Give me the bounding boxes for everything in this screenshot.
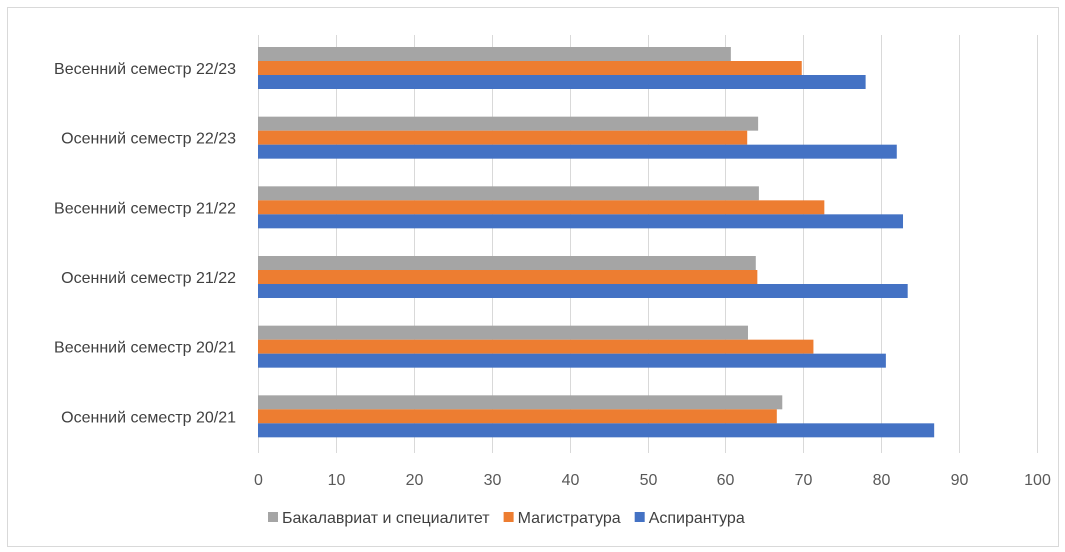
category-label: Осенний семестр 20/21 [61,409,236,426]
legend-label: Бакалавриат и специалитет [282,510,490,527]
x-tick-label: 0 [254,472,263,489]
category-label: Весенний семестр 21/22 [54,200,236,217]
bar [258,214,904,229]
x-tick-labels: 0 10 20 30 40 50 60 70 80 90 100 [254,472,1051,489]
category-label: Осенний семестр 21/22 [61,270,236,287]
x-tick-label: 20 [406,472,424,489]
legend-label: Аспирантура [649,510,745,527]
bar [258,47,731,61]
bar [258,144,897,159]
bar [258,61,802,75]
bars [258,47,935,438]
legend-swatch [268,512,278,522]
bar [258,256,756,270]
legend: Бакалавриат и специалитет Магистратура Асп… [268,510,745,527]
x-tick-label: 80 [873,472,891,489]
bar [258,200,825,215]
legend-swatch [634,512,645,522]
gridlines [258,35,1038,453]
x-tick-label: 100 [1024,472,1051,489]
category-label: Весенний семестр 22/23 [54,61,236,78]
x-tick-label: 10 [328,472,346,489]
x-tick-label: 30 [484,472,502,489]
bar [258,116,759,131]
bar [258,339,814,354]
x-tick-label: 90 [951,472,969,489]
x-tick-label: 70 [795,472,813,489]
bar [258,130,748,145]
bar [258,325,748,340]
x-tick-label: 60 [717,472,735,489]
bar [258,270,758,284]
bar [258,409,777,424]
category-label: Осенний семестр 22/23 [61,131,236,148]
category-label: Весенний семестр 20/21 [54,340,236,357]
legend-label: Магистратура [518,510,621,527]
legend-swatch [503,512,514,522]
x-tick-label: 50 [640,472,658,489]
bar [258,423,935,438]
category-labels: Весенний семестр 22/23 Осенний семестр 22… [54,61,236,426]
x-tick-label: 40 [562,472,580,489]
bar [258,395,783,410]
bar [258,186,759,201]
bar [258,75,866,89]
bar [258,284,908,298]
bar [258,353,886,368]
